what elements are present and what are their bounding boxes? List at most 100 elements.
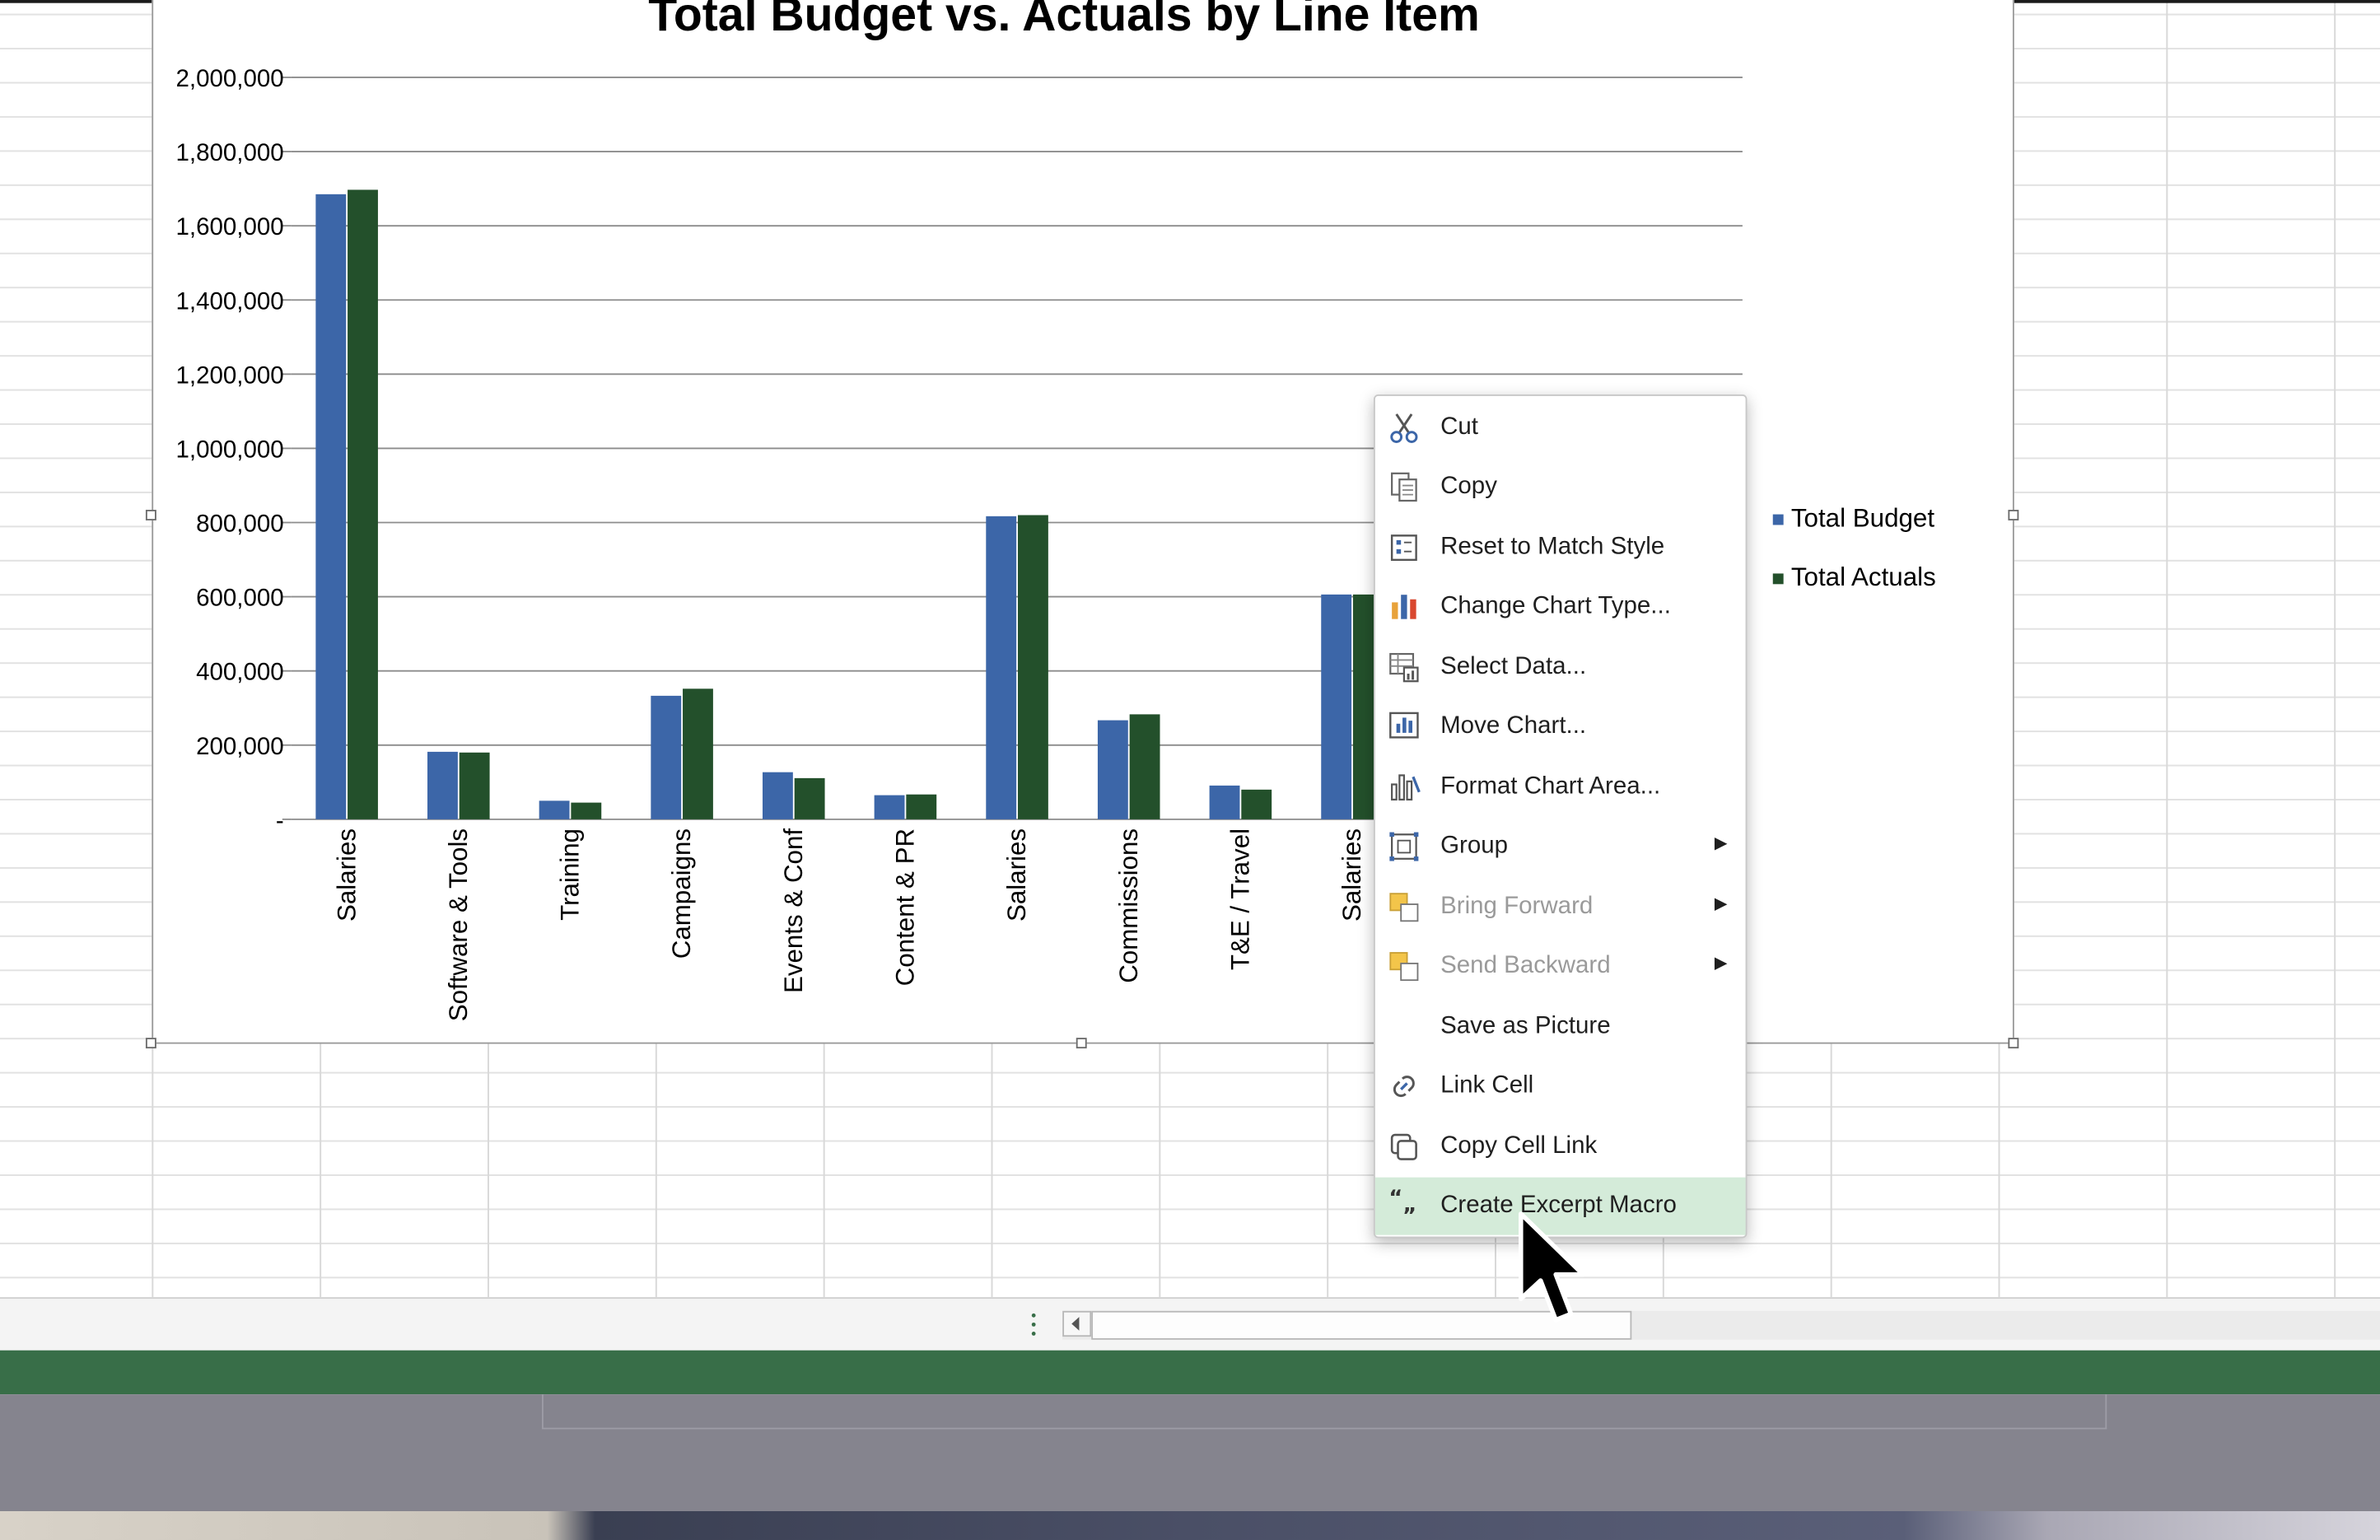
menu-item-link-cell[interactable]: Link Cell	[1375, 1057, 1746, 1115]
menu-item-label: Copy Cell Link	[1440, 1133, 1598, 1160]
resize-handle-bottom-left[interactable]	[145, 1038, 156, 1049]
x-tick-label: Salaries	[1002, 828, 1031, 922]
bar-total-actuals	[1241, 789, 1272, 819]
resize-handle-mid-right[interactable]	[2008, 510, 2019, 520]
bar-total-actuals	[1129, 714, 1160, 819]
y-tick-label: 1,600,000	[176, 213, 284, 240]
menu-item-bring-forward[interactable]: Bring Forward ▶	[1375, 879, 1746, 936]
menu-item-label: Create Excerpt Macro	[1440, 1192, 1677, 1219]
menu-item-label: Link Cell	[1440, 1072, 1534, 1099]
resize-handle-mid-left[interactable]	[145, 510, 156, 520]
menu-item-copy-cell-link[interactable]: Copy Cell Link	[1375, 1118, 1746, 1176]
y-tick-label: 800,000	[196, 511, 284, 538]
status-bar	[0, 1350, 2380, 1395]
send-backward-icon	[1389, 952, 1419, 982]
x-tick-label: Software & Tools	[444, 828, 473, 1021]
mouse-cursor-icon	[1519, 1211, 1586, 1323]
menu-item-label: Format Chart Area...	[1440, 773, 1661, 800]
legend-label-total-budget: Total Budget	[1790, 503, 1935, 533]
chart-type-icon	[1392, 595, 1416, 619]
copy-icon	[1391, 472, 1417, 502]
menu-item-label: Group	[1440, 833, 1509, 859]
scroll-left-button[interactable]	[1062, 1310, 1092, 1337]
legend-item-total-budget[interactable]: Total Budget	[1772, 503, 1935, 534]
menu-item-select-data[interactable]: Select Data...	[1375, 639, 1746, 697]
svg-text:“: “	[1388, 1189, 1402, 1210]
bar-total-budget	[651, 695, 682, 819]
menu-item-reset-to-match-style[interactable]: Reset to Match Style	[1375, 519, 1746, 576]
bar-total-budget	[539, 800, 570, 819]
select-data-icon	[1389, 652, 1419, 683]
menu-item-create-excerpt-macro[interactable]: “” Create Excerpt Macro	[1374, 1177, 1746, 1235]
menu-item-format-chart-area[interactable]: Format Chart Area...	[1375, 758, 1746, 816]
menu-item-save-as-picture[interactable]: Save as Picture	[1375, 998, 1746, 1056]
menu-item-label: Select Data...	[1440, 654, 1587, 680]
menu-item-label: Save as Picture	[1440, 1013, 1611, 1040]
bar-total-budget	[1209, 785, 1240, 819]
y-tick-label: 1,400,000	[176, 287, 284, 315]
bar-total-actuals	[794, 777, 825, 819]
legend-swatch-total-budget	[1772, 514, 1784, 525]
move-chart-icon	[1389, 712, 1419, 739]
scroll-left-arrow-icon	[1071, 1317, 1080, 1331]
x-tick-label: Commissions	[1114, 828, 1143, 983]
reset-style-icon	[1390, 534, 1417, 562]
menu-item-label: Reset to Match Style	[1440, 534, 1665, 560]
x-tick-label: T&E / Travel	[1226, 828, 1255, 970]
y-tick-label: 2,000,000	[176, 65, 284, 92]
background-window	[541, 1394, 2107, 1430]
legend-item-total-actuals[interactable]: Total Actuals	[1772, 563, 1936, 594]
x-tick-label: Content & PR	[891, 828, 920, 986]
y-tick-label: 1,800,000	[176, 139, 284, 166]
svg-text:”: ”	[1402, 1204, 1416, 1223]
submenu-arrow-icon: ▶	[1714, 954, 1728, 973]
bring-forward-icon	[1389, 893, 1419, 922]
bar-total-budget	[874, 795, 905, 819]
link-icon	[1393, 1076, 1415, 1098]
bar-total-actuals	[906, 794, 937, 819]
legend-swatch-total-actuals	[1772, 573, 1784, 585]
menu-item-label: Move Chart...	[1440, 712, 1587, 740]
horizontal-scroll-thumb[interactable]	[1091, 1310, 1632, 1340]
submenu-arrow-icon: ▶	[1714, 894, 1728, 914]
menu-item-change-chart-type[interactable]: Change Chart Type...	[1375, 578, 1746, 636]
menu-item-label: Bring Forward	[1440, 894, 1594, 920]
chart-title: Total Budget vs. Actuals by Line Item	[648, 0, 1480, 41]
context-menu: Cut Copy Reset to Match Style Change Cha…	[1374, 394, 1748, 1239]
scissors-icon	[1390, 413, 1418, 443]
y-tick-label: 1,000,000	[176, 436, 284, 463]
group-icon	[1389, 832, 1419, 861]
menu-item-copy[interactable]: Copy	[1375, 458, 1746, 516]
menu-item-move-chart[interactable]: Move Chart...	[1375, 698, 1746, 755]
submenu-arrow-icon: ▶	[1714, 834, 1728, 853]
format-chart-area-icon	[1391, 774, 1421, 801]
y-tick-label: 600,000	[196, 585, 284, 612]
menu-item-cut[interactable]: Cut	[1375, 399, 1746, 457]
resize-handle-bottom-center[interactable]	[1076, 1038, 1087, 1049]
sheet-tab-splitter-icon[interactable]	[1026, 1308, 1041, 1342]
menu-item-label: Copy	[1440, 473, 1497, 500]
x-tick-label: Salaries	[1337, 828, 1366, 922]
menu-item-group[interactable]: Group ▶	[1375, 818, 1746, 875]
bar-total-budget	[762, 772, 793, 819]
bar-total-budget	[986, 516, 1017, 819]
bar-total-actuals	[683, 688, 713, 819]
y-tick-label: 200,000	[196, 733, 284, 760]
menu-item-send-backward[interactable]: Send Backward ▶	[1375, 938, 1746, 996]
x-tick-label: Training	[556, 828, 585, 921]
bar-total-actuals	[348, 189, 378, 819]
bar-total-budget	[427, 751, 458, 819]
x-tick-label: Events & Conf	[779, 828, 808, 993]
menu-item-label: Send Backward	[1440, 953, 1611, 979]
y-tick-label: 1,200,000	[176, 362, 284, 389]
menu-item-label: Cut	[1440, 413, 1479, 441]
resize-handle-bottom-right[interactable]	[2008, 1038, 2019, 1049]
bar-total-budget	[1321, 594, 1352, 819]
quote-icon: “”	[1388, 1189, 1416, 1223]
bar-total-budget	[1097, 720, 1128, 819]
bar-total-actuals	[571, 802, 602, 819]
copy-link-icon	[1390, 1133, 1417, 1160]
y-tick-label: -	[276, 807, 284, 834]
chart-plot: - 200,000 400,000 600,000 800,000 1,000,000 1,…	[176, 65, 1743, 1021]
